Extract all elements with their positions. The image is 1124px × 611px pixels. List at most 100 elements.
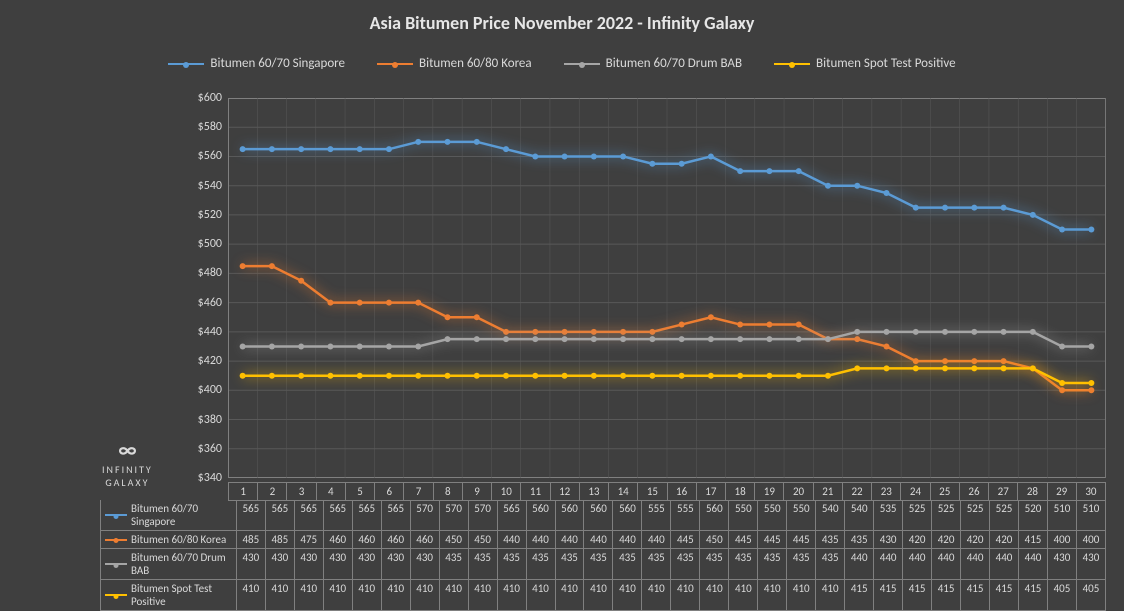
table-cell: 435 [786,549,815,580]
table-cell: 440 [931,549,960,580]
table-cell: 410 [352,580,381,611]
table-cell: 440 [497,531,526,549]
table-cell: 435 [583,549,612,580]
y-axis-labels: $340$360$380$400$420$440$460$480$500$520… [178,98,222,478]
legend-swatch [774,63,810,65]
table-cell: 410 [757,580,786,611]
table-cell: 410 [236,580,265,611]
table-row-spot: Bitumen Spot Test Positive41041041041041… [100,580,1106,611]
table-cell: 435 [815,531,844,549]
x-tick-label: 13 [579,482,608,501]
x-tick-label: 10 [491,482,520,501]
x-tick-label: 5 [345,482,374,501]
table-row-singapore: Bitumen 60/70 Singapore56556556556556556… [100,500,1106,531]
table-cell: 525 [931,500,960,531]
x-tick-label: 15 [637,482,666,501]
table-cell: 565 [323,500,352,531]
x-tick-label: 21 [813,482,842,501]
y-tick-label: $600 [178,91,222,105]
table-cell: 435 [439,549,468,580]
table-cell: 410 [670,580,699,611]
table-cell: 410 [583,580,612,611]
table-cell: 460 [323,531,352,549]
table-cell: 410 [728,580,757,611]
table-cell: 430 [1076,549,1106,580]
table-cell: 445 [670,531,699,549]
table-cell: 410 [439,580,468,611]
table-cell: 525 [989,500,1018,531]
table-cell: 415 [989,580,1018,611]
table-cell: 415 [844,580,873,611]
y-tick-label: $340 [178,471,222,485]
table-cell: 555 [670,500,699,531]
table-cell: 435 [468,549,497,580]
series-swatch [105,539,127,541]
x-tick-label: 1 [228,482,257,501]
x-tick-label: 17 [696,482,725,501]
table-cell: 440 [641,531,670,549]
series-swatch [105,514,127,516]
table-cell: 565 [497,500,526,531]
table-cell: 435 [526,549,555,580]
table-cell: 450 [699,531,728,549]
table-row-header: Bitumen 60/70 Drum BAB [100,549,236,580]
table-cell: 415 [960,580,989,611]
table-cell: 565 [294,500,323,531]
table-cell: 410 [265,580,294,611]
x-axis-labels: 1234567891011121314151617181920212223242… [228,482,1106,501]
table-cell: 440 [555,531,584,549]
table-row-cells: 5655655655655655655705705705655605605605… [236,500,1106,531]
series-swatch [105,563,127,565]
table-cell: 435 [612,549,641,580]
legend-swatch [168,63,204,65]
y-tick-label: $420 [178,354,222,368]
table-cell: 560 [555,500,584,531]
logo-line2: GALAXY [102,476,153,489]
table-cell: 565 [381,500,410,531]
series-swatch [105,594,127,596]
legend-item-singapore: Bitumen 60/70 Singapore [168,56,345,71]
legend-item-drum: Bitumen 60/70 Drum BAB [564,56,742,71]
table-cell: 565 [265,500,294,531]
y-tick-label: $540 [178,179,222,193]
table-cell: 405 [1047,580,1076,611]
table-cell: 430 [381,549,410,580]
x-tick-label: 26 [959,482,988,501]
logo-line1: INFINITY [102,463,153,476]
table-cell: 430 [294,549,323,580]
legend-item-spot: Bitumen Spot Test Positive [774,56,956,71]
x-tick-label: 19 [754,482,783,501]
table-cell: 410 [641,580,670,611]
table-cell: 410 [815,580,844,611]
plot-area [228,98,1106,478]
y-tick-label: $380 [178,413,222,427]
table-cell: 415 [1018,531,1047,549]
table-cell: 415 [931,580,960,611]
legend-swatch [564,63,600,65]
table-cell: 420 [902,531,931,549]
x-tick-label: 14 [608,482,637,501]
x-tick-label: 27 [988,482,1017,501]
table-cell: 525 [902,500,931,531]
x-tick-label: 7 [403,482,432,501]
table-cell: 435 [728,549,757,580]
table-cell: 400 [1047,531,1076,549]
x-tick-label: 2 [257,482,286,501]
table-cell: 410 [526,580,555,611]
x-tick-label: 11 [520,482,549,501]
legend-label: Bitumen 60/70 Drum BAB [606,56,742,71]
series-label: Bitumen 60/70 Drum BAB [131,551,232,577]
table-cell: 410 [323,580,352,611]
y-tick-label: $520 [178,208,222,222]
y-tick-label: $360 [178,442,222,456]
table-cell: 420 [960,531,989,549]
x-tick-label: 20 [783,482,812,501]
table-cell: 410 [410,580,439,611]
table-cell: 420 [989,531,1018,549]
table-cell: 440 [526,531,555,549]
x-tick-label: 23 [871,482,900,501]
table-cell: 540 [844,500,873,531]
table-cell: 440 [1018,549,1047,580]
y-tick-label: $460 [178,296,222,310]
x-tick-label: 6 [374,482,403,501]
